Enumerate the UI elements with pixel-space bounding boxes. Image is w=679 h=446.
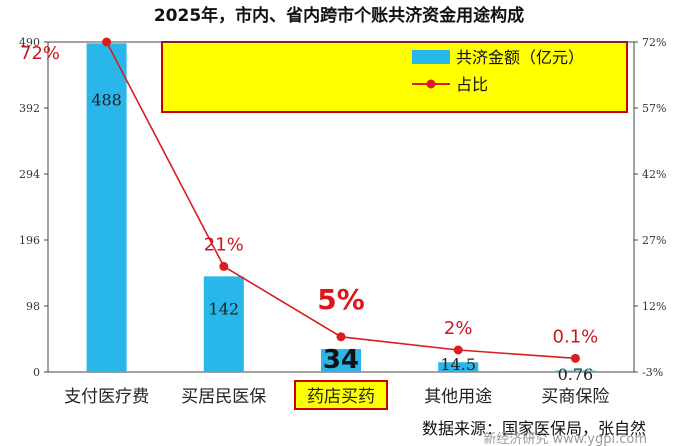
share-point [219, 261, 229, 271]
share-value-label: 2% [444, 318, 473, 339]
y-left-tick-label: 196 [19, 234, 40, 247]
y-left-tick-label: 294 [19, 168, 40, 181]
bars-group [86, 43, 596, 373]
x-category-label: 买居民医保 [181, 387, 266, 407]
labels-group: 488 142 34 14.5 0.76 72% 21% 5% 2% 0.1% [20, 43, 598, 384]
bar [555, 370, 596, 372]
legend: 共济金额（亿元） 占比 [161, 41, 628, 113]
y-right-tick-label: -3% [642, 366, 663, 379]
x-category-label: 支付医疗费 [64, 387, 149, 407]
share-point [102, 37, 112, 47]
y-left-tick-label: 490 [19, 36, 40, 49]
y-right-tick-label: 57% [642, 102, 666, 115]
watermark: 新经济研究 www.ygpi.com [483, 431, 647, 446]
bar [203, 276, 244, 372]
chart-title: 2025年，市内、省内跨市个账共济资金用途构成 [154, 5, 524, 26]
bar [438, 362, 479, 372]
share-value-label: 0.1% [553, 326, 599, 347]
axes: 0 98 196 294 392 490 -3% 12% 27% 42% 57% 72% 支付医疗费 买居… [19, 36, 666, 410]
bar-value-label: 34 [323, 345, 359, 375]
legend-line-marker [426, 79, 436, 89]
y-right-tick-label: 27% [642, 234, 666, 247]
share-point [453, 345, 463, 355]
y-left-tick-label: 392 [19, 102, 40, 115]
share-point [570, 353, 580, 363]
x-category-label: 买商保险 [541, 387, 609, 407]
y-left-tick-label: 98 [26, 300, 40, 313]
bar-value-label: 488 [91, 90, 122, 109]
legend-bar-label: 共济金额（亿元） [456, 48, 584, 67]
bar-value-label: 0.76 [558, 365, 594, 384]
x-category-label: 其他用途 [424, 387, 492, 407]
legend-box [161, 41, 628, 113]
y-right-tick-label: 12% [642, 300, 666, 313]
bar [86, 43, 127, 373]
highlight-category-box [294, 380, 388, 410]
share-value-label: 21% [204, 234, 244, 255]
x-category-label: 药店买药 [307, 387, 375, 407]
y-left-tick-label: 0 [33, 366, 40, 379]
bar-value-label: 14.5 [440, 355, 476, 374]
y-right-tick-label: 42% [642, 168, 666, 181]
share-value-label: 5% [317, 283, 365, 316]
source-note: 数据来源：国家医保局，张自然 [422, 419, 646, 438]
bar [321, 349, 361, 372]
share-point [336, 332, 346, 342]
legend-bar-swatch [412, 50, 450, 64]
line-series-group [102, 37, 580, 363]
bar-value-label: 142 [209, 299, 240, 318]
share-value-label: 72% [20, 43, 60, 64]
legend-line-label: 占比 [456, 75, 488, 94]
y-right-tick-label: 72% [642, 36, 666, 49]
